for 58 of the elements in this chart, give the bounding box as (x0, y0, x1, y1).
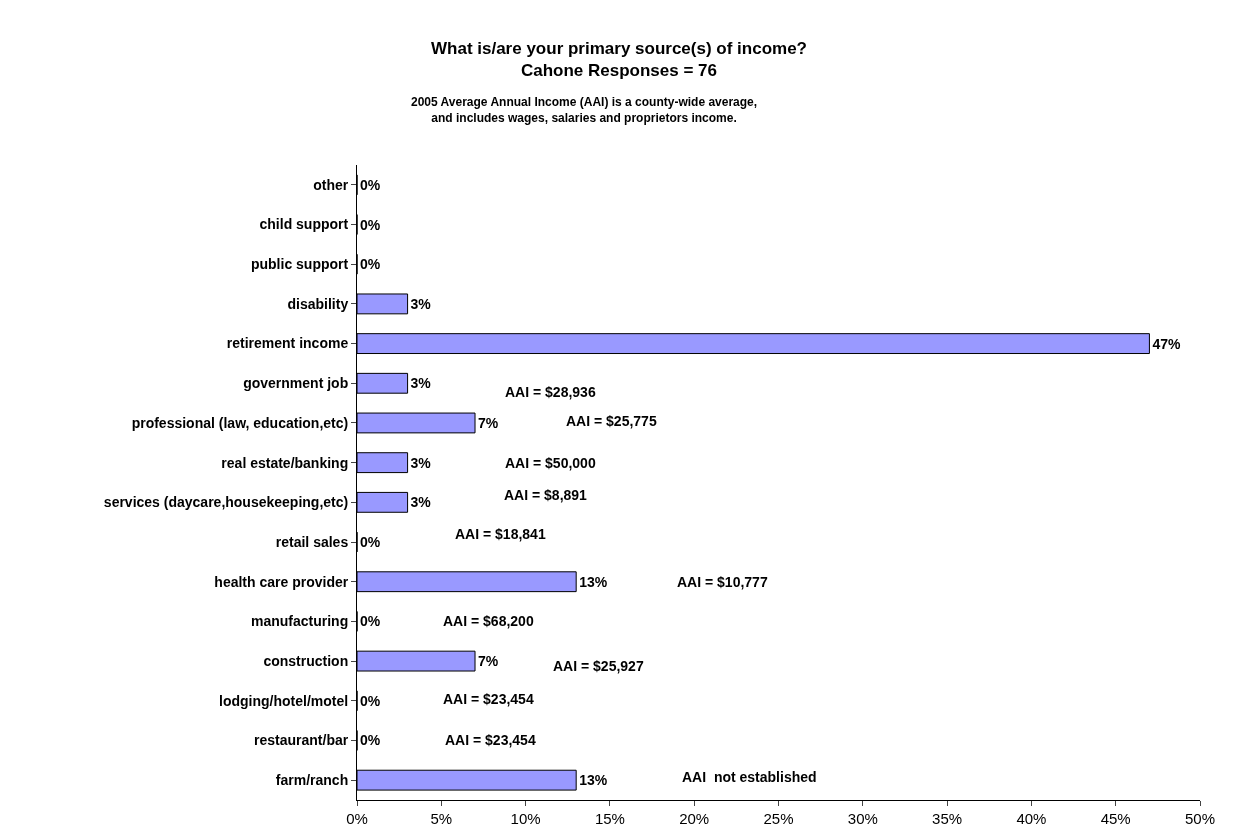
data-label: 13% (579, 772, 608, 789)
data-label: 13% (579, 573, 608, 590)
y-tick-label: professional (law, education,etc) (131, 414, 349, 431)
annotation: AAI not established (682, 769, 817, 785)
annotation: AAI = $25,775 (566, 413, 657, 429)
data-label: 0% (360, 534, 381, 551)
y-tick-label: child support (259, 216, 349, 233)
y-tick-label: construction (263, 652, 349, 669)
data-label: 47% (1152, 335, 1181, 352)
data-label: 7% (478, 414, 499, 431)
y-tick-label: restaurant/bar (254, 732, 349, 749)
data-label: 7% (478, 653, 499, 670)
y-tick-label: public support (250, 256, 349, 273)
y-tick-label: health care provider (214, 573, 349, 590)
x-tick-label: 25% (763, 810, 794, 827)
y-tick-label: retail sales (275, 533, 349, 550)
annotation: AAI = $10,777 (677, 574, 768, 590)
annotation: AAI = $18,841 (455, 526, 546, 542)
y-tick-label: other (313, 176, 349, 193)
y-tick-label: disability (287, 295, 349, 312)
x-tick-label: 50% (1184, 810, 1216, 827)
data-label: 0% (360, 732, 381, 749)
data-label: 0% (360, 692, 381, 709)
y-tick-label: lodging/hotel/motel (219, 692, 349, 709)
data-label: 3% (410, 454, 432, 471)
x-tick-label: 35% (932, 810, 963, 827)
annotation: AAI = $68,200 (443, 613, 534, 629)
data-label: 0% (360, 613, 381, 630)
x-tick-label: 30% (847, 810, 878, 827)
annotation: AAI = $23,454 (445, 732, 536, 748)
text: and includes wages, salaries and proprietors income. (431, 110, 737, 125)
data-label: 0% (360, 256, 381, 273)
annotation: AAI = $28,936 (505, 384, 596, 400)
data-label: 3% (410, 375, 432, 392)
text: 2005 Average Annual Income (AAI) is a county-wide average, (411, 95, 758, 109)
chart-title: What is/are your primary source(s) of income? (431, 39, 807, 59)
y-tick-label: services (daycare,housekeeping,etc) (103, 494, 349, 511)
annotation: AAI = $50,000 (505, 455, 596, 471)
data-label: 0% (360, 176, 381, 193)
x-tick-label: 5% (430, 810, 453, 827)
x-tick-label: 45% (1100, 810, 1131, 827)
y-tick-label: retirement income (226, 335, 349, 352)
annotation: AAI = $25,927 (553, 658, 644, 674)
x-tick-label: 40% (1016, 810, 1047, 827)
y-tick-label: real estate/banking (221, 454, 349, 471)
y-tick-label: farm/ranch (275, 772, 349, 789)
data-label: 3% (410, 295, 432, 312)
annotation: AAI = $23,454 (443, 691, 534, 707)
x-tick-label: 15% (594, 810, 625, 827)
y-tick-label: manufacturing (250, 613, 349, 630)
annotation: AAI = $8,891 (504, 487, 588, 503)
x-tick-label: 10% (510, 810, 541, 827)
chart-subtitle: Cahone Responses = 76 (520, 61, 718, 81)
data-label: 0% (360, 216, 381, 233)
data-label: 3% (410, 494, 432, 511)
y-tick-label: government job (243, 375, 349, 392)
x-tick-label: 20% (679, 810, 710, 827)
x-tick-label: 0% (346, 810, 368, 827)
